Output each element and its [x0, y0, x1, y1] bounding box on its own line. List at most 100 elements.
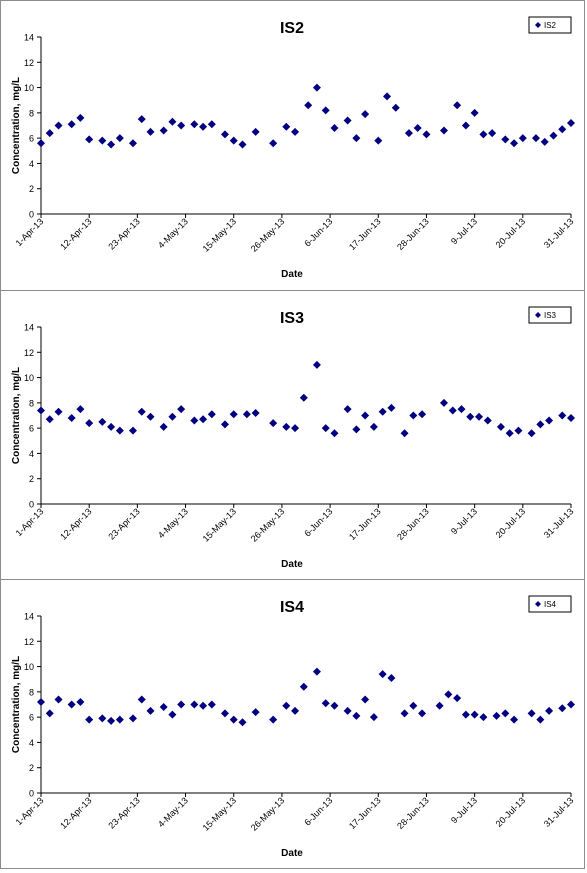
y-tick-label: 0 — [29, 500, 34, 510]
data-point — [159, 422, 168, 431]
data-point — [168, 412, 177, 421]
data-point — [242, 410, 251, 419]
x-axis-title: Date — [281, 269, 303, 280]
data-point — [483, 416, 492, 425]
x-tick-label: 15-May-13 — [201, 506, 238, 543]
data-point — [470, 108, 479, 117]
data-point — [168, 710, 177, 719]
data-point — [159, 703, 168, 712]
data-point — [251, 408, 260, 417]
data-point — [54, 407, 63, 416]
data-point — [251, 708, 260, 717]
data-point — [199, 701, 208, 710]
y-tick-label: 14 — [24, 612, 34, 622]
data-point — [312, 83, 321, 92]
x-tick-label: 17-Jun-13 — [347, 795, 383, 831]
data-point — [229, 715, 238, 724]
data-point — [238, 718, 247, 727]
data-point — [383, 92, 392, 101]
data-point — [37, 697, 45, 706]
data-point — [321, 106, 330, 115]
data-point — [128, 714, 137, 723]
data-point — [330, 124, 339, 133]
y-tick-label: 8 — [29, 687, 34, 697]
data-point — [501, 135, 510, 144]
data-point — [558, 704, 567, 713]
y-tick-label: 10 — [24, 83, 34, 93]
data-point — [45, 709, 54, 718]
x-tick-label: 28-Jun-13 — [395, 216, 431, 252]
data-point — [199, 415, 208, 424]
chart-is2: IS2 0 2 4 6 8 10 12 14 1-Apr-13 12-Apr-13 23-Apr-13… — [11, 16, 576, 280]
data-point — [37, 139, 45, 148]
legend-label: IS4 — [544, 600, 557, 609]
y-tick-label: 10 — [24, 373, 34, 383]
data-point — [536, 420, 545, 429]
data-point — [128, 139, 137, 148]
x-tick-label: 1-Apr-13 — [14, 216, 46, 248]
data-point — [558, 125, 567, 134]
data-point — [374, 136, 383, 145]
x-tick-label: 4-May-13 — [156, 216, 190, 250]
data-point — [439, 398, 448, 407]
data-point — [282, 701, 291, 710]
data-point — [85, 135, 94, 144]
x-axis-title: Date — [281, 848, 303, 859]
data-point — [199, 122, 208, 131]
data-point — [299, 393, 308, 402]
x-tick-label: 4-May-13 — [156, 506, 190, 540]
data-point — [85, 419, 94, 428]
data-point — [343, 706, 352, 715]
y-tick-label: 14 — [24, 323, 34, 333]
x-tick-label: 26-May-13 — [249, 795, 286, 832]
x-tick-label: 6-Jun-13 — [302, 506, 334, 538]
x-tick-label: 9-Jul-13 — [449, 506, 479, 536]
data-point — [527, 709, 536, 718]
legend: IS4 — [528, 595, 572, 613]
data-point — [488, 129, 497, 138]
data-point — [510, 139, 519, 148]
data-point — [567, 700, 575, 709]
y-tick-label: 2 — [29, 763, 34, 773]
data-point — [321, 699, 330, 708]
data-point — [439, 126, 448, 135]
data-point — [207, 410, 216, 419]
data-point — [404, 129, 413, 138]
x-tick-label: 15-May-13 — [201, 795, 238, 832]
data-point — [282, 422, 291, 431]
data-point — [291, 127, 300, 136]
legend-box — [528, 306, 572, 324]
data-point — [190, 700, 199, 709]
y-tick-label: 10 — [24, 662, 34, 672]
data-point — [492, 711, 501, 720]
data-point — [531, 134, 540, 143]
data-point — [67, 120, 76, 129]
data-point — [85, 715, 94, 724]
data-point — [299, 682, 308, 691]
data-point — [220, 709, 229, 718]
data-point — [146, 706, 155, 715]
data-point — [330, 701, 339, 710]
x-tick-label: 31-Jul-13 — [542, 216, 576, 250]
data-point — [291, 424, 300, 433]
data-point — [76, 405, 85, 414]
y-tick-label: 8 — [29, 398, 34, 408]
x-tick-label: 23-Apr-13 — [106, 216, 141, 251]
x-tick-label: 28-Jun-13 — [395, 506, 431, 542]
x-tick-label: 20-Jul-13 — [494, 216, 528, 250]
chart-title: IS3 — [280, 310, 304, 327]
legend-box — [528, 595, 572, 613]
data-point — [107, 140, 116, 149]
y-axis-title: Concentration, mg/L — [11, 656, 22, 753]
data-point — [369, 713, 378, 722]
data-point — [444, 690, 453, 699]
x-tick-label: 23-Apr-13 — [106, 506, 141, 541]
data-point — [137, 695, 146, 704]
data-point — [190, 416, 199, 425]
data-point — [461, 121, 470, 130]
data-series — [37, 667, 575, 727]
x-tick-label: 12-Apr-13 — [58, 795, 93, 830]
y-tick-label: 2 — [29, 474, 34, 484]
data-point — [137, 407, 146, 416]
data-point — [115, 134, 124, 143]
